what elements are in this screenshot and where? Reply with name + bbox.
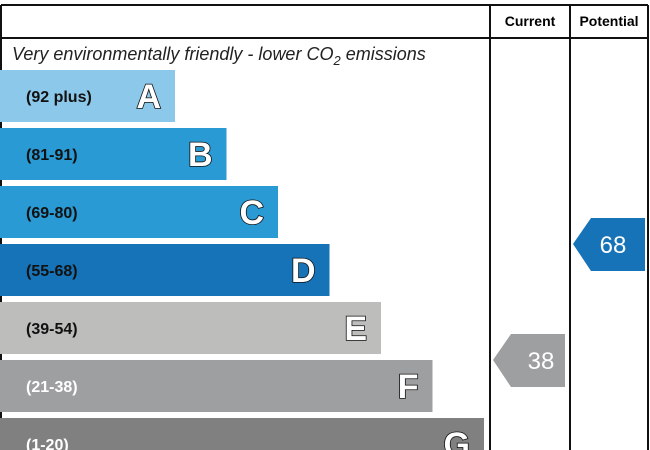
band-bar-a xyxy=(0,70,175,122)
column-header-potential: Potential xyxy=(579,13,638,29)
band-bar-e xyxy=(0,302,381,354)
band-range-e: (39-54) xyxy=(26,321,78,338)
band-letter-e: E xyxy=(344,310,367,348)
band-range-f: (21-38) xyxy=(26,379,78,396)
band-range-d: (55-68) xyxy=(26,263,78,280)
potential-rating-arrow xyxy=(573,218,645,271)
band-letter-f: F xyxy=(398,368,419,406)
band-letter-c: C xyxy=(239,194,264,232)
potential-rating-value: 68 xyxy=(600,232,627,259)
top-note: Very environmentally friendly - lower CO… xyxy=(12,44,426,68)
band-bar-c xyxy=(0,186,278,238)
band-range-c: (69-80) xyxy=(26,205,78,222)
band-range-g: (1-20) xyxy=(26,437,69,450)
column-header-current: Current xyxy=(505,13,556,29)
band-bar-b xyxy=(0,128,227,180)
band-bar-d xyxy=(0,244,330,296)
band-bar-g xyxy=(0,418,484,450)
band-bar-f xyxy=(0,360,433,412)
band-letter-g: G xyxy=(444,426,470,450)
band-letter-a: A xyxy=(136,78,161,116)
current-rating-arrow xyxy=(493,334,565,387)
band-letter-b: B xyxy=(188,136,213,174)
band-range-b: (81-91) xyxy=(26,147,78,164)
current-rating-value: 38 xyxy=(528,348,555,375)
band-range-a: (92 plus) xyxy=(26,89,92,106)
band-letter-d: D xyxy=(291,252,316,290)
